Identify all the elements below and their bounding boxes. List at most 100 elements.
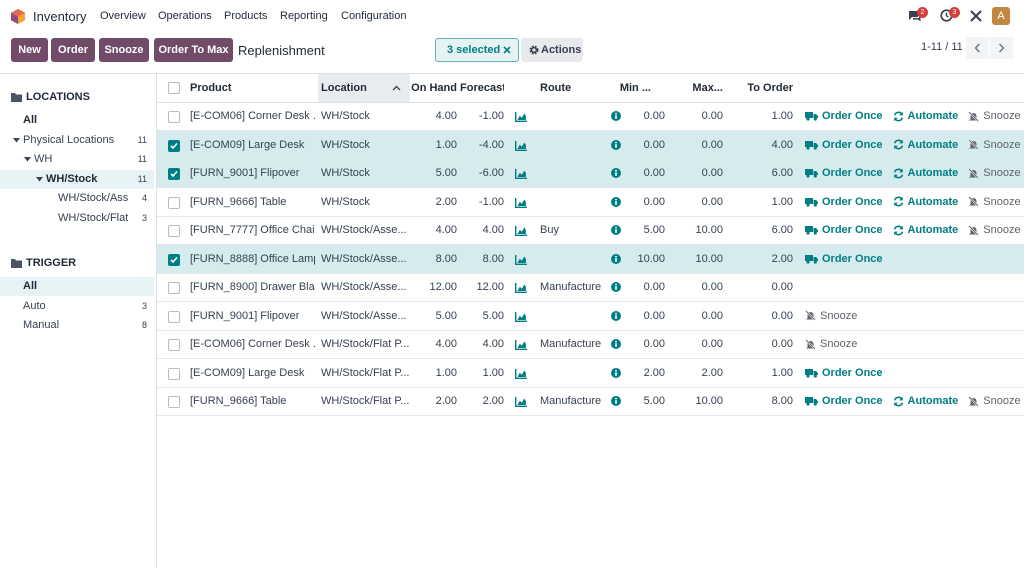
cell-max: 0.00 [701, 281, 723, 293]
icon-part [806, 202, 810, 207]
filter-item[interactable]: Auto 3 [0, 297, 154, 316]
action-button[interactable]: Snooze [968, 167, 1021, 179]
action-button[interactable]: Automate [893, 224, 958, 236]
table-row[interactable]: [FURN_9666] Table WH/Stock 2.00 -1.00 0.00 0.… [157, 188, 1024, 217]
column-header[interactable]: Max... [692, 82, 723, 94]
checkbox[interactable] [168, 310, 180, 323]
action-button[interactable]: Order Once [805, 224, 883, 236]
checkbox[interactable] [168, 225, 180, 237]
filter-count: 8 [141, 320, 147, 330]
cell-product: [E-COM06] Corner Desk ... [190, 338, 315, 350]
action-button[interactable]: Automate [893, 395, 958, 407]
action-label: Snooze [820, 309, 858, 322]
action-button[interactable]: Order Once [805, 253, 883, 265]
action-button[interactable]: Automate [893, 110, 958, 122]
filter-item[interactable]: All [0, 277, 154, 296]
checkbox[interactable] [168, 367, 180, 380]
icon-part [611, 196, 621, 207]
checkbox[interactable] [168, 282, 180, 294]
menu-item[interactable]: Reporting [280, 10, 328, 22]
action-button[interactable]: Snooze [968, 196, 1021, 208]
icon-part [805, 226, 818, 235]
column-header[interactable]: Product [190, 82, 232, 94]
column-header[interactable]: To Order [747, 82, 793, 94]
action-button[interactable]: Automate [893, 139, 958, 151]
pager-prev[interactable] [966, 37, 989, 59]
snooze-icon [805, 338, 816, 350]
menu-item[interactable]: Operations [158, 10, 212, 22]
icon-part [611, 367, 621, 378]
icon-part [11, 93, 22, 102]
column-header[interactable]: Location [321, 82, 367, 94]
cell-min: 5.00 [643, 395, 665, 407]
button[interactable]: Snooze [99, 38, 149, 62]
column-header[interactable]: Min ... [619, 82, 651, 94]
action-button[interactable]: Automate [893, 196, 958, 208]
table-row[interactable]: [FURN_8888] Office Lamp WH/Stock/Asse... 8… [157, 244, 1024, 274]
table-row[interactable]: [FURN_7777] Office Chair WH/Stock/Asse...… [157, 216, 1024, 245]
table-row[interactable]: [FURN_9666] Table WH/Stock/Flat P... 2.00 2… [157, 387, 1024, 416]
cell-to-order: 2.00 [771, 252, 793, 265]
action-button[interactable]: Order Once [805, 167, 883, 179]
selection-box: 3 selected [435, 38, 519, 62]
cell-min: 2.00 [643, 366, 665, 379]
action-button[interactable]: Automate [893, 167, 958, 179]
table-row[interactable]: [E-COM06] Corner Desk ... WH/Stock/Flat P… [157, 330, 1024, 359]
checkbox[interactable] [168, 82, 180, 94]
checkbox[interactable] [168, 253, 180, 266]
checkbox[interactable] [168, 396, 180, 408]
table-row[interactable]: [E-COM09] Large Desk WH/Stock 1.00 -4.00 0.0… [157, 130, 1024, 160]
app-name[interactable]: Inventory [33, 9, 87, 24]
action-button[interactable]: Order Once [805, 395, 883, 407]
checkbox[interactable] [168, 111, 180, 123]
filter-item[interactable]: WH/Stock 11 [0, 169, 154, 189]
icon-part [805, 169, 818, 178]
action-button[interactable]: Snooze [968, 395, 1021, 407]
action-button[interactable]: Snooze [968, 224, 1021, 236]
button[interactable]: Order [51, 38, 95, 62]
table-row[interactable]: [E-COM06] Corner Desk ... WH/Stock 4.00 -1.… [157, 102, 1024, 131]
menu-item[interactable]: Configuration [341, 10, 407, 22]
pager-next[interactable] [990, 37, 1013, 59]
header-row: Product Location On Hand Forecast Route Min .… [157, 74, 1024, 103]
cell-on-hand: 5.00 [435, 167, 457, 179]
action-label: Order Once [822, 224, 883, 236]
column-header[interactable]: On Hand [411, 82, 457, 94]
icon-part [515, 197, 527, 208]
filter-item[interactable]: WH 11 [0, 150, 154, 169]
filter-item[interactable]: WH/Stock/Asse... 4 [0, 189, 154, 208]
table-row[interactable]: [E-COM09] Large Desk WH/Stock/Flat P... 1.… [157, 359, 1024, 388]
table-row[interactable]: [FURN_8900] Drawer Black WH/Stock/Asse...… [157, 273, 1024, 302]
actions-label: Actions [541, 44, 582, 56]
checkbox[interactable] [168, 168, 180, 180]
filter-item[interactable]: Manual 8 [0, 316, 154, 335]
icon-part [515, 368, 527, 379]
button[interactable]: Order To Max [154, 38, 233, 62]
cell-to-order: 6.00 [771, 167, 793, 179]
action-button[interactable]: Snooze [805, 338, 857, 350]
action-button[interactable]: Order Once [805, 196, 883, 208]
table-row[interactable]: [FURN_9001] Flipover WH/Stock 5.00 -6.00 0.0… [157, 159, 1024, 188]
action-button[interactable]: Snooze [968, 110, 1021, 122]
filter-item[interactable]: Physical Locations 11 [0, 131, 154, 150]
menu-item[interactable]: Overview [100, 10, 146, 22]
avatar[interactable]: A [992, 7, 1010, 25]
action-button[interactable]: Order Once [805, 139, 883, 151]
filter-item[interactable]: All [0, 111, 154, 130]
checkbox[interactable] [168, 196, 180, 209]
action-button[interactable]: Snooze [805, 310, 857, 322]
actions-button[interactable]: Actions [521, 38, 583, 62]
column-header[interactable]: Forecast [460, 82, 504, 94]
filter-item[interactable]: WH/Stock/Flat P... 3 [0, 209, 154, 228]
action-button[interactable]: Order Once [805, 367, 883, 379]
checkbox[interactable] [168, 139, 180, 152]
column-header[interactable]: Route [540, 82, 572, 94]
action-button[interactable]: Order Once [805, 110, 883, 122]
cell-to-order: 1.00 [771, 195, 793, 208]
filter-label: WH/Stock [46, 172, 98, 185]
menu-item[interactable]: Products [224, 10, 268, 22]
checkbox[interactable] [168, 339, 180, 351]
button[interactable]: New [11, 38, 48, 62]
table-row[interactable]: [FURN_9001] Flipover WH/Stock/Asse... 5.00… [157, 302, 1024, 331]
action-button[interactable]: Snooze [968, 139, 1021, 151]
